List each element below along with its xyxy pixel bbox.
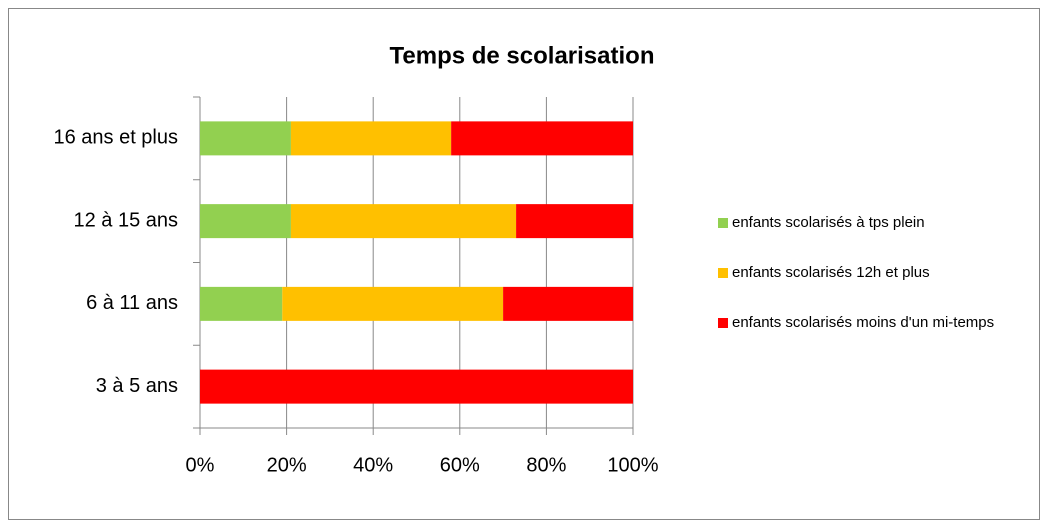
legend-label: enfants scolarisés 12h et plus xyxy=(732,264,930,281)
bar-segment xyxy=(200,121,291,156)
legend-label: enfants scolarisés à tps plein xyxy=(732,214,925,231)
chart-border xyxy=(8,8,1040,520)
bar-segment xyxy=(200,204,291,239)
y-tick-label: 6 à 11 ans xyxy=(86,292,178,314)
legend-swatch xyxy=(718,318,728,328)
x-tick-label: 60% xyxy=(440,454,480,476)
x-tick-label: 100% xyxy=(607,454,658,476)
y-tick-label: 3 à 5 ans xyxy=(96,375,178,397)
y-tick-label: 12 à 15 ans xyxy=(73,209,178,231)
legend-item: enfants scolarisés à tps plein xyxy=(718,212,1018,234)
x-tick-label: 20% xyxy=(267,454,307,476)
x-tick-label: 80% xyxy=(526,454,566,476)
legend-item: enfants scolarisés moins d'un mi-temps xyxy=(718,312,1018,334)
legend-label: enfants scolarisés moins d'un mi-temps xyxy=(732,314,995,331)
legend-item: enfants scolarisés 12h et plus xyxy=(718,262,1018,284)
y-tick-label: 16 ans et plus xyxy=(53,127,178,149)
bar-segment xyxy=(200,286,283,321)
bar-segment xyxy=(503,286,633,321)
bar-segment xyxy=(451,121,633,156)
x-tick-label: 40% xyxy=(353,454,393,476)
bar-segment xyxy=(290,204,517,239)
x-tick-label: 0% xyxy=(186,454,215,476)
legend: enfants scolarisés à tps plein enfants sc… xyxy=(718,212,1018,362)
bar-segment xyxy=(200,369,633,404)
legend-swatch xyxy=(718,268,728,278)
chart-title: Temps de scolarisation xyxy=(390,42,655,69)
bar-segment xyxy=(516,204,633,239)
legend-swatch xyxy=(718,218,728,228)
bar-segment xyxy=(282,286,504,321)
bar-segment xyxy=(290,121,452,156)
